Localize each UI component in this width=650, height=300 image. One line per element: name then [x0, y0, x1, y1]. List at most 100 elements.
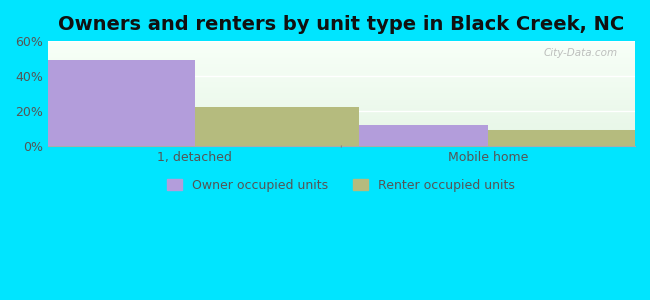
Bar — [47, 128, 635, 129]
Title: Owners and renters by unit type in Black Creek, NC: Owners and renters by unit type in Black… — [58, 15, 625, 34]
Bar — [47, 112, 635, 113]
Bar — [47, 60, 635, 61]
Bar — [47, 138, 635, 140]
Bar — [47, 48, 635, 50]
Bar — [47, 99, 635, 100]
Bar — [47, 102, 635, 103]
Bar — [47, 62, 635, 63]
Bar — [47, 118, 635, 119]
Bar — [47, 118, 635, 120]
Bar — [47, 42, 635, 43]
Bar — [47, 122, 635, 123]
Bar — [47, 86, 635, 87]
Bar — [47, 54, 635, 55]
Bar — [47, 75, 635, 76]
Bar — [47, 106, 635, 107]
Bar — [47, 76, 635, 77]
Bar — [47, 131, 635, 132]
Bar — [47, 120, 635, 121]
Bar — [47, 101, 635, 102]
Bar — [47, 45, 635, 46]
Bar — [47, 95, 635, 97]
Bar — [47, 108, 635, 109]
Bar — [47, 114, 635, 116]
Bar — [47, 88, 635, 89]
Bar — [47, 98, 635, 99]
Bar — [47, 47, 635, 48]
Bar — [47, 124, 635, 125]
Bar — [47, 103, 635, 104]
Bar — [47, 92, 635, 93]
Bar — [47, 66, 635, 67]
Bar — [47, 78, 635, 79]
Bar — [47, 89, 635, 90]
Bar — [47, 136, 635, 137]
Bar — [47, 144, 635, 145]
Bar — [47, 111, 635, 112]
Bar — [47, 77, 635, 78]
Bar — [47, 43, 635, 44]
Bar — [47, 132, 635, 133]
Bar — [47, 41, 635, 42]
Bar — [47, 126, 635, 127]
Legend: Owner occupied units, Renter occupied units: Owner occupied units, Renter occupied un… — [167, 179, 515, 192]
Bar — [47, 109, 635, 110]
Bar — [47, 64, 635, 65]
Bar — [47, 93, 635, 94]
Bar — [47, 145, 635, 146]
Bar — [47, 44, 635, 45]
Bar — [47, 90, 635, 91]
Bar — [47, 79, 635, 80]
Bar — [47, 63, 635, 64]
Bar — [47, 135, 635, 136]
Bar — [47, 140, 635, 142]
Bar — [47, 70, 635, 71]
Bar — [47, 121, 635, 122]
Bar — [47, 59, 635, 60]
Bar — [47, 110, 635, 111]
Bar — [47, 105, 635, 106]
Bar — [47, 104, 635, 105]
Bar — [47, 50, 635, 52]
Bar — [47, 80, 635, 81]
Bar — [47, 127, 635, 128]
Bar — [47, 52, 635, 54]
Bar — [47, 56, 635, 57]
Bar — [47, 129, 635, 130]
Bar — [47, 125, 635, 126]
Bar — [47, 130, 635, 131]
Bar — [47, 58, 635, 59]
Bar — [47, 65, 635, 66]
Bar — [47, 137, 635, 138]
Bar — [47, 85, 635, 86]
Bar — [47, 61, 635, 62]
Bar — [47, 46, 635, 47]
Bar — [47, 67, 635, 68]
Bar — [324, 125, 488, 146]
Bar — [47, 133, 635, 134]
Bar — [30, 60, 194, 146]
Bar — [194, 107, 359, 146]
Bar — [47, 83, 635, 84]
Bar — [47, 68, 635, 69]
Bar — [47, 91, 635, 92]
Bar — [47, 55, 635, 56]
Bar — [47, 107, 635, 108]
Bar — [47, 113, 635, 114]
Bar — [47, 116, 635, 118]
Bar — [47, 123, 635, 124]
Bar — [47, 94, 635, 95]
Bar — [47, 74, 635, 75]
Bar — [47, 71, 635, 73]
Bar — [47, 100, 635, 101]
Bar — [47, 69, 635, 70]
Bar — [47, 134, 635, 135]
Bar — [47, 84, 635, 85]
Bar — [47, 73, 635, 74]
Bar — [47, 97, 635, 98]
Bar — [47, 57, 635, 58]
Bar — [47, 87, 635, 88]
Bar — [47, 82, 635, 83]
Bar — [47, 81, 635, 82]
Text: City-Data.com: City-Data.com — [543, 48, 618, 59]
